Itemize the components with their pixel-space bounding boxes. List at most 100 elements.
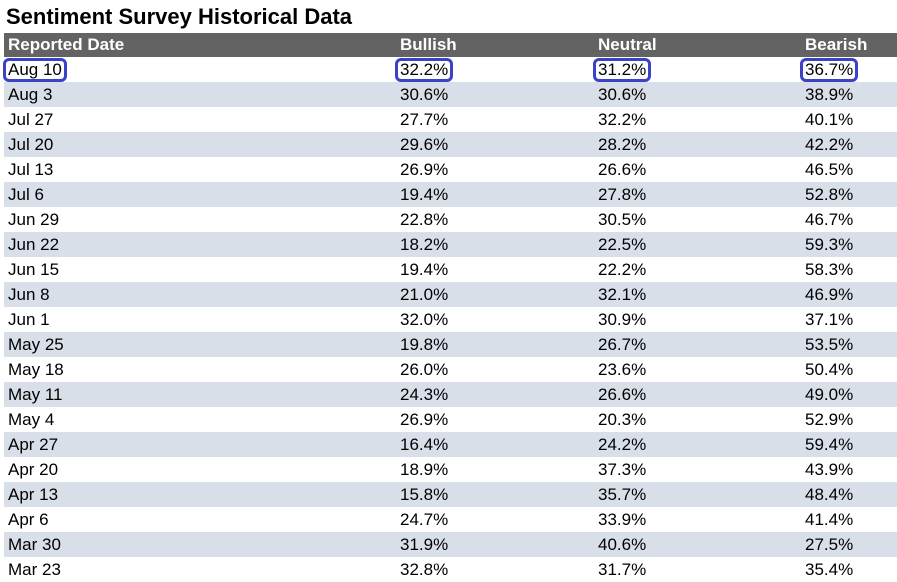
cell-bullish: 30.6% — [400, 84, 449, 104]
cell-reported-date: Apr 6 — [8, 509, 49, 529]
cell-bearish: 59.3% — [805, 234, 854, 254]
cell-bearish: 38.9% — [805, 84, 854, 104]
cell-neutral: 20.3% — [598, 409, 647, 429]
sentiment-table: Reported Date Bullish Neutral Bearish Au… — [3, 33, 897, 582]
highlighted-value: 32.2% — [395, 57, 454, 82]
table-row: Jun 15 19.4% 22.2% 58.3% — [4, 257, 897, 282]
table-row: Aug 3 30.6% 30.6% 38.9% — [4, 82, 897, 107]
table-row: May 4 26.9% 20.3% 52.9% — [4, 407, 897, 432]
cell-reported-date: Apr 27 — [8, 434, 59, 454]
cell-bearish: 58.3% — [805, 259, 854, 279]
cell-neutral: 32.2% — [598, 109, 647, 129]
table-row: May 18 26.0% 23.6% 50.4% — [4, 357, 897, 382]
table-row: Jun 8 21.0% 32.1% 46.9% — [4, 282, 897, 307]
cell-bearish: 52.8% — [805, 184, 854, 204]
cell-bearish: 27.5% — [805, 534, 854, 554]
cell-neutral: 37.3% — [598, 459, 647, 479]
cell-reported-date: May 4 — [8, 409, 55, 429]
cell-neutral: 32.1% — [598, 284, 647, 304]
cell-bullish: 26.0% — [400, 359, 449, 379]
cell-neutral: 30.9% — [598, 309, 647, 329]
header-reported-date: Reported Date — [8, 35, 125, 54]
cell-bullish: 26.9% — [400, 409, 449, 429]
cell-bullish: 15.8% — [400, 484, 449, 504]
cell-reported-date: Apr 20 — [8, 459, 59, 479]
cell-bearish: 40.1% — [805, 109, 854, 129]
cell-bullish: 29.6% — [400, 134, 449, 154]
cell-bearish: 49.0% — [805, 384, 854, 404]
cell-neutral: 23.6% — [598, 359, 647, 379]
cell-bullish: 19.4% — [400, 259, 449, 279]
cell-bearish: 53.5% — [805, 334, 854, 354]
cell-neutral: 26.7% — [598, 334, 647, 354]
table-header-row: Reported Date Bullish Neutral Bearish — [4, 33, 897, 57]
cell-neutral: 33.9% — [598, 509, 647, 529]
table-row: Apr 6 24.7% 33.9% 41.4% — [4, 507, 897, 532]
table-row: Apr 13 15.8% 35.7% 48.4% — [4, 482, 897, 507]
table-row: May 25 19.8% 26.7% 53.5% — [4, 332, 897, 357]
cell-bearish: 35.4% — [805, 559, 854, 579]
cell-bearish: 46.9% — [805, 284, 854, 304]
cell-bearish: 43.9% — [805, 459, 854, 479]
table-row: Jul 13 26.9% 26.6% 46.5% — [4, 157, 897, 182]
highlighted-value: 36.7% — [800, 57, 859, 82]
cell-bearish: 48.4% — [805, 484, 854, 504]
page-title: Sentiment Survey Historical Data — [6, 4, 353, 29]
cell-reported-date: Jul 13 — [8, 159, 54, 179]
cell-reported-date: Aug 10 — [3, 57, 398, 82]
table-row: Jul 6 19.4% 27.8% 52.8% — [4, 182, 897, 207]
cell-reported-date: Jun 8 — [8, 284, 50, 304]
cell-neutral: 31.7% — [598, 559, 647, 579]
cell-bullish: 32.2% — [395, 57, 596, 82]
cell-bearish: 36.7% — [800, 57, 897, 82]
cell-bullish: 24.3% — [400, 384, 449, 404]
cell-reported-date: Apr 13 — [8, 484, 59, 504]
cell-reported-date: Jul 6 — [8, 184, 44, 204]
cell-neutral: 40.6% — [598, 534, 647, 554]
cell-bullish: 22.8% — [400, 209, 449, 229]
table-row: Jun 22 18.2% 22.5% 59.3% — [4, 232, 897, 257]
cell-bearish: 50.4% — [805, 359, 854, 379]
table-row: Mar 30 31.9% 40.6% 27.5% — [4, 532, 897, 557]
cell-reported-date: May 25 — [8, 334, 64, 354]
cell-bearish: 41.4% — [805, 509, 854, 529]
cell-bullish: 26.9% — [400, 159, 449, 179]
cell-reported-date: Jun 15 — [8, 259, 60, 279]
cell-reported-date: May 18 — [8, 359, 64, 379]
cell-bearish: 46.5% — [805, 159, 854, 179]
cell-reported-date: Jun 22 — [8, 234, 60, 254]
cell-neutral: 28.2% — [598, 134, 647, 154]
cell-bullish: 24.7% — [400, 509, 449, 529]
cell-bearish: 52.9% — [805, 409, 854, 429]
cell-bullish: 27.7% — [400, 109, 449, 129]
cell-bullish: 21.0% — [400, 284, 449, 304]
table-row: Apr 20 18.9% 37.3% 43.9% — [4, 457, 897, 482]
table-row: Jun 1 32.0% 30.9% 37.1% — [4, 307, 897, 332]
header-bearish: Bearish — [805, 35, 868, 54]
cell-neutral: 26.6% — [598, 384, 647, 404]
cell-neutral: 27.8% — [598, 184, 647, 204]
cell-neutral: 30.5% — [598, 209, 647, 229]
header-neutral: Neutral — [598, 35, 657, 54]
cell-reported-date: Jun 1 — [8, 309, 50, 329]
cell-reported-date: Jul 20 — [8, 134, 54, 154]
highlighted-value: 31.2% — [593, 57, 652, 82]
table-row: May 11 24.3% 26.6% 49.0% — [4, 382, 897, 407]
cell-bearish: 46.7% — [805, 209, 854, 229]
cell-bullish: 18.9% — [400, 459, 449, 479]
cell-reported-date: May 11 — [8, 384, 63, 404]
cell-neutral: 35.7% — [598, 484, 647, 504]
cell-reported-date: Jul 27 — [8, 109, 54, 129]
table-row: Jul 20 29.6% 28.2% 42.2% — [4, 132, 897, 157]
cell-reported-date: Jun 29 — [8, 209, 60, 229]
cell-bearish: 42.2% — [805, 134, 854, 154]
cell-reported-date: Mar 23 — [8, 559, 61, 579]
table-row: Jun 29 22.8% 30.5% 46.7% — [4, 207, 897, 232]
table-row: Mar 23 32.8% 31.7% 35.4% — [4, 557, 897, 582]
cell-bullish: 19.4% — [400, 184, 449, 204]
cell-bullish: 18.2% — [400, 234, 449, 254]
cell-bearish: 37.1% — [805, 309, 854, 329]
cell-neutral: 31.2% — [593, 57, 801, 82]
cell-neutral: 24.2% — [598, 434, 647, 454]
cell-bullish: 32.0% — [400, 309, 449, 329]
